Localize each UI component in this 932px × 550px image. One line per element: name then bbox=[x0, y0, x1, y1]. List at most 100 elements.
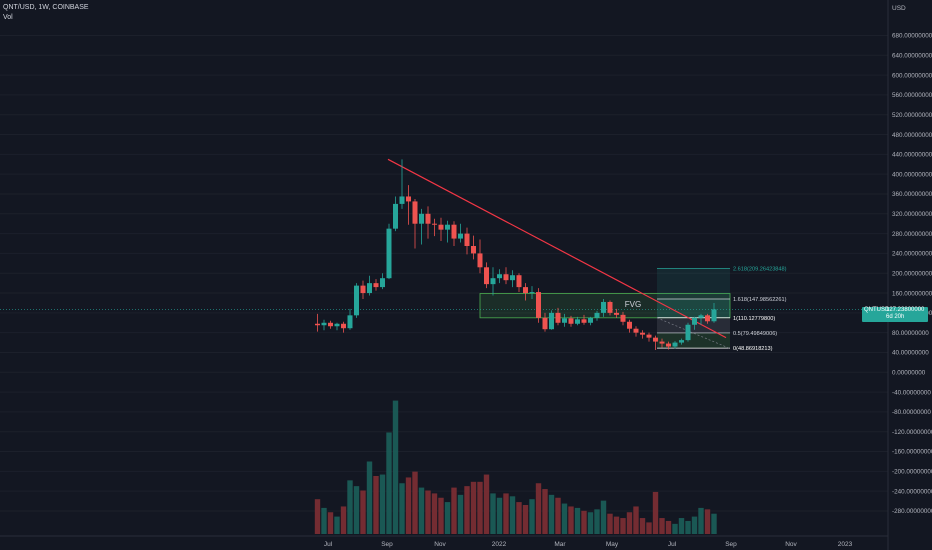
candle-body bbox=[523, 287, 528, 294]
price-axis[interactable]: USD 680.00000000 640.00000000 600.00000000 5… bbox=[887, 0, 932, 550]
candle-body bbox=[360, 285, 366, 294]
price-tick-label: 400.00000000 bbox=[892, 171, 932, 178]
fib-band bbox=[657, 268, 730, 300]
volume-bar bbox=[600, 500, 607, 534]
price-tick-label: 280.00000000 bbox=[892, 231, 932, 238]
fib-level-label: 1(110.12779800) bbox=[733, 316, 775, 322]
candle-body bbox=[562, 318, 567, 323]
time-tick-label: Jul bbox=[668, 541, 677, 548]
volume-bar bbox=[698, 507, 704, 534]
volume-bar bbox=[535, 483, 542, 534]
fib-level-label: 2.618(209.26423848) bbox=[733, 267, 787, 273]
price-tick-label: 560.00000000 bbox=[892, 92, 932, 99]
candle-body bbox=[503, 274, 509, 281]
price-tick-label: 680.00000000 bbox=[892, 33, 932, 40]
volume-bar bbox=[314, 499, 321, 534]
price-tick-label: -200.00000000 bbox=[892, 469, 932, 476]
candle-body bbox=[516, 275, 522, 288]
candle-body bbox=[399, 196, 405, 204]
volume-bar bbox=[496, 497, 503, 534]
price-tick-label: -280.00000000 bbox=[892, 508, 932, 515]
candle-body bbox=[464, 233, 470, 246]
candle-body bbox=[607, 301, 613, 313]
candle-body bbox=[672, 342, 678, 347]
volume-bar bbox=[516, 502, 522, 534]
volume-bar bbox=[444, 502, 451, 534]
volume-bar bbox=[646, 522, 652, 534]
volume-bar bbox=[652, 491, 659, 534]
fib-trend-line bbox=[656, 317, 731, 349]
candle-body bbox=[575, 319, 580, 324]
fib-band bbox=[657, 317, 730, 333]
candle-body bbox=[705, 315, 710, 322]
fib-band bbox=[657, 299, 730, 318]
last-price-label: QNTUSD 127.23800000 6d 20h bbox=[862, 307, 928, 322]
candle-body bbox=[510, 275, 515, 281]
candle-body bbox=[529, 292, 535, 294]
candle-body bbox=[347, 315, 353, 329]
volume-legend[interactable]: Vol bbox=[3, 14, 13, 21]
volume-bar bbox=[633, 506, 639, 534]
candle-body bbox=[601, 301, 606, 313]
price-tick-label: 360.00000000 bbox=[892, 191, 932, 198]
price-tick-label: -40.00000000 bbox=[892, 389, 931, 396]
candle-body bbox=[425, 213, 431, 224]
candle-body bbox=[653, 337, 658, 342]
volume-bar bbox=[574, 507, 581, 534]
candle-body bbox=[419, 213, 424, 224]
candle-body bbox=[406, 196, 411, 202]
time-tick-label: 2022 bbox=[492, 541, 507, 548]
candle-body bbox=[341, 323, 346, 329]
candle-body bbox=[484, 267, 489, 285]
time-tick-label: Nov bbox=[785, 541, 797, 548]
candle-body bbox=[614, 312, 619, 315]
volume-bar bbox=[561, 503, 568, 534]
volume-bar bbox=[503, 493, 509, 534]
volume-bar bbox=[431, 493, 438, 534]
candle-body bbox=[458, 233, 463, 239]
volume-bar bbox=[542, 489, 548, 534]
time-tick-label: Sep bbox=[381, 541, 393, 548]
candle-body bbox=[646, 334, 652, 338]
volume-bar bbox=[581, 510, 587, 534]
price-tick-label: 640.00000000 bbox=[892, 53, 932, 60]
volume-bar bbox=[639, 518, 646, 534]
candle-body bbox=[412, 201, 418, 224]
candle-body bbox=[438, 224, 444, 230]
volume-bar bbox=[587, 512, 594, 534]
volume-bar bbox=[555, 497, 561, 534]
trend-line[interactable] bbox=[387, 158, 727, 339]
symbol-info[interactable]: QNT/USD, 1W, COINBASE bbox=[3, 4, 89, 11]
volume-bar bbox=[509, 496, 516, 534]
volume-bar bbox=[425, 490, 431, 534]
volume-bar bbox=[613, 516, 620, 534]
candle-body bbox=[633, 328, 639, 333]
time-tick-label: Mar bbox=[554, 541, 566, 548]
symbol-tag: QNTUSD bbox=[864, 307, 890, 313]
volume-bar bbox=[678, 518, 685, 534]
candle-body bbox=[568, 318, 574, 324]
volume-bar bbox=[464, 486, 470, 534]
volume-bar bbox=[353, 486, 360, 534]
time-tick-label: May bbox=[606, 541, 619, 548]
price-tick-label: 480.00000000 bbox=[892, 132, 932, 139]
candle-body bbox=[659, 341, 665, 344]
time-tick-label: 2023 bbox=[838, 541, 853, 548]
volume-bar bbox=[548, 494, 555, 534]
volume-bar bbox=[483, 474, 490, 534]
volume-bar bbox=[334, 516, 340, 534]
price-tick-label: 600.00000000 bbox=[892, 72, 932, 79]
candle-body bbox=[315, 323, 320, 326]
volume-bar bbox=[626, 512, 633, 534]
candle-body bbox=[711, 309, 717, 322]
price-tick-label: 40.00000000 bbox=[892, 350, 929, 357]
candle-body bbox=[477, 253, 483, 268]
price-tick-label: 520.00000000 bbox=[892, 112, 932, 119]
fib-level-label: 0.5(79.49849006) bbox=[733, 331, 777, 337]
candle-body bbox=[393, 203, 398, 229]
price-tick-label: 160.00000000 bbox=[892, 290, 932, 297]
candle-body bbox=[620, 314, 626, 322]
drawing-tools[interactable]: FVG 2.618(209.26423848) 1.618(147.98562261… bbox=[0, 158, 888, 352]
time-axis[interactable]: Jul Sep Nov 2022 Mar May Jul Sep Nov 2023 bbox=[0, 535, 888, 548]
